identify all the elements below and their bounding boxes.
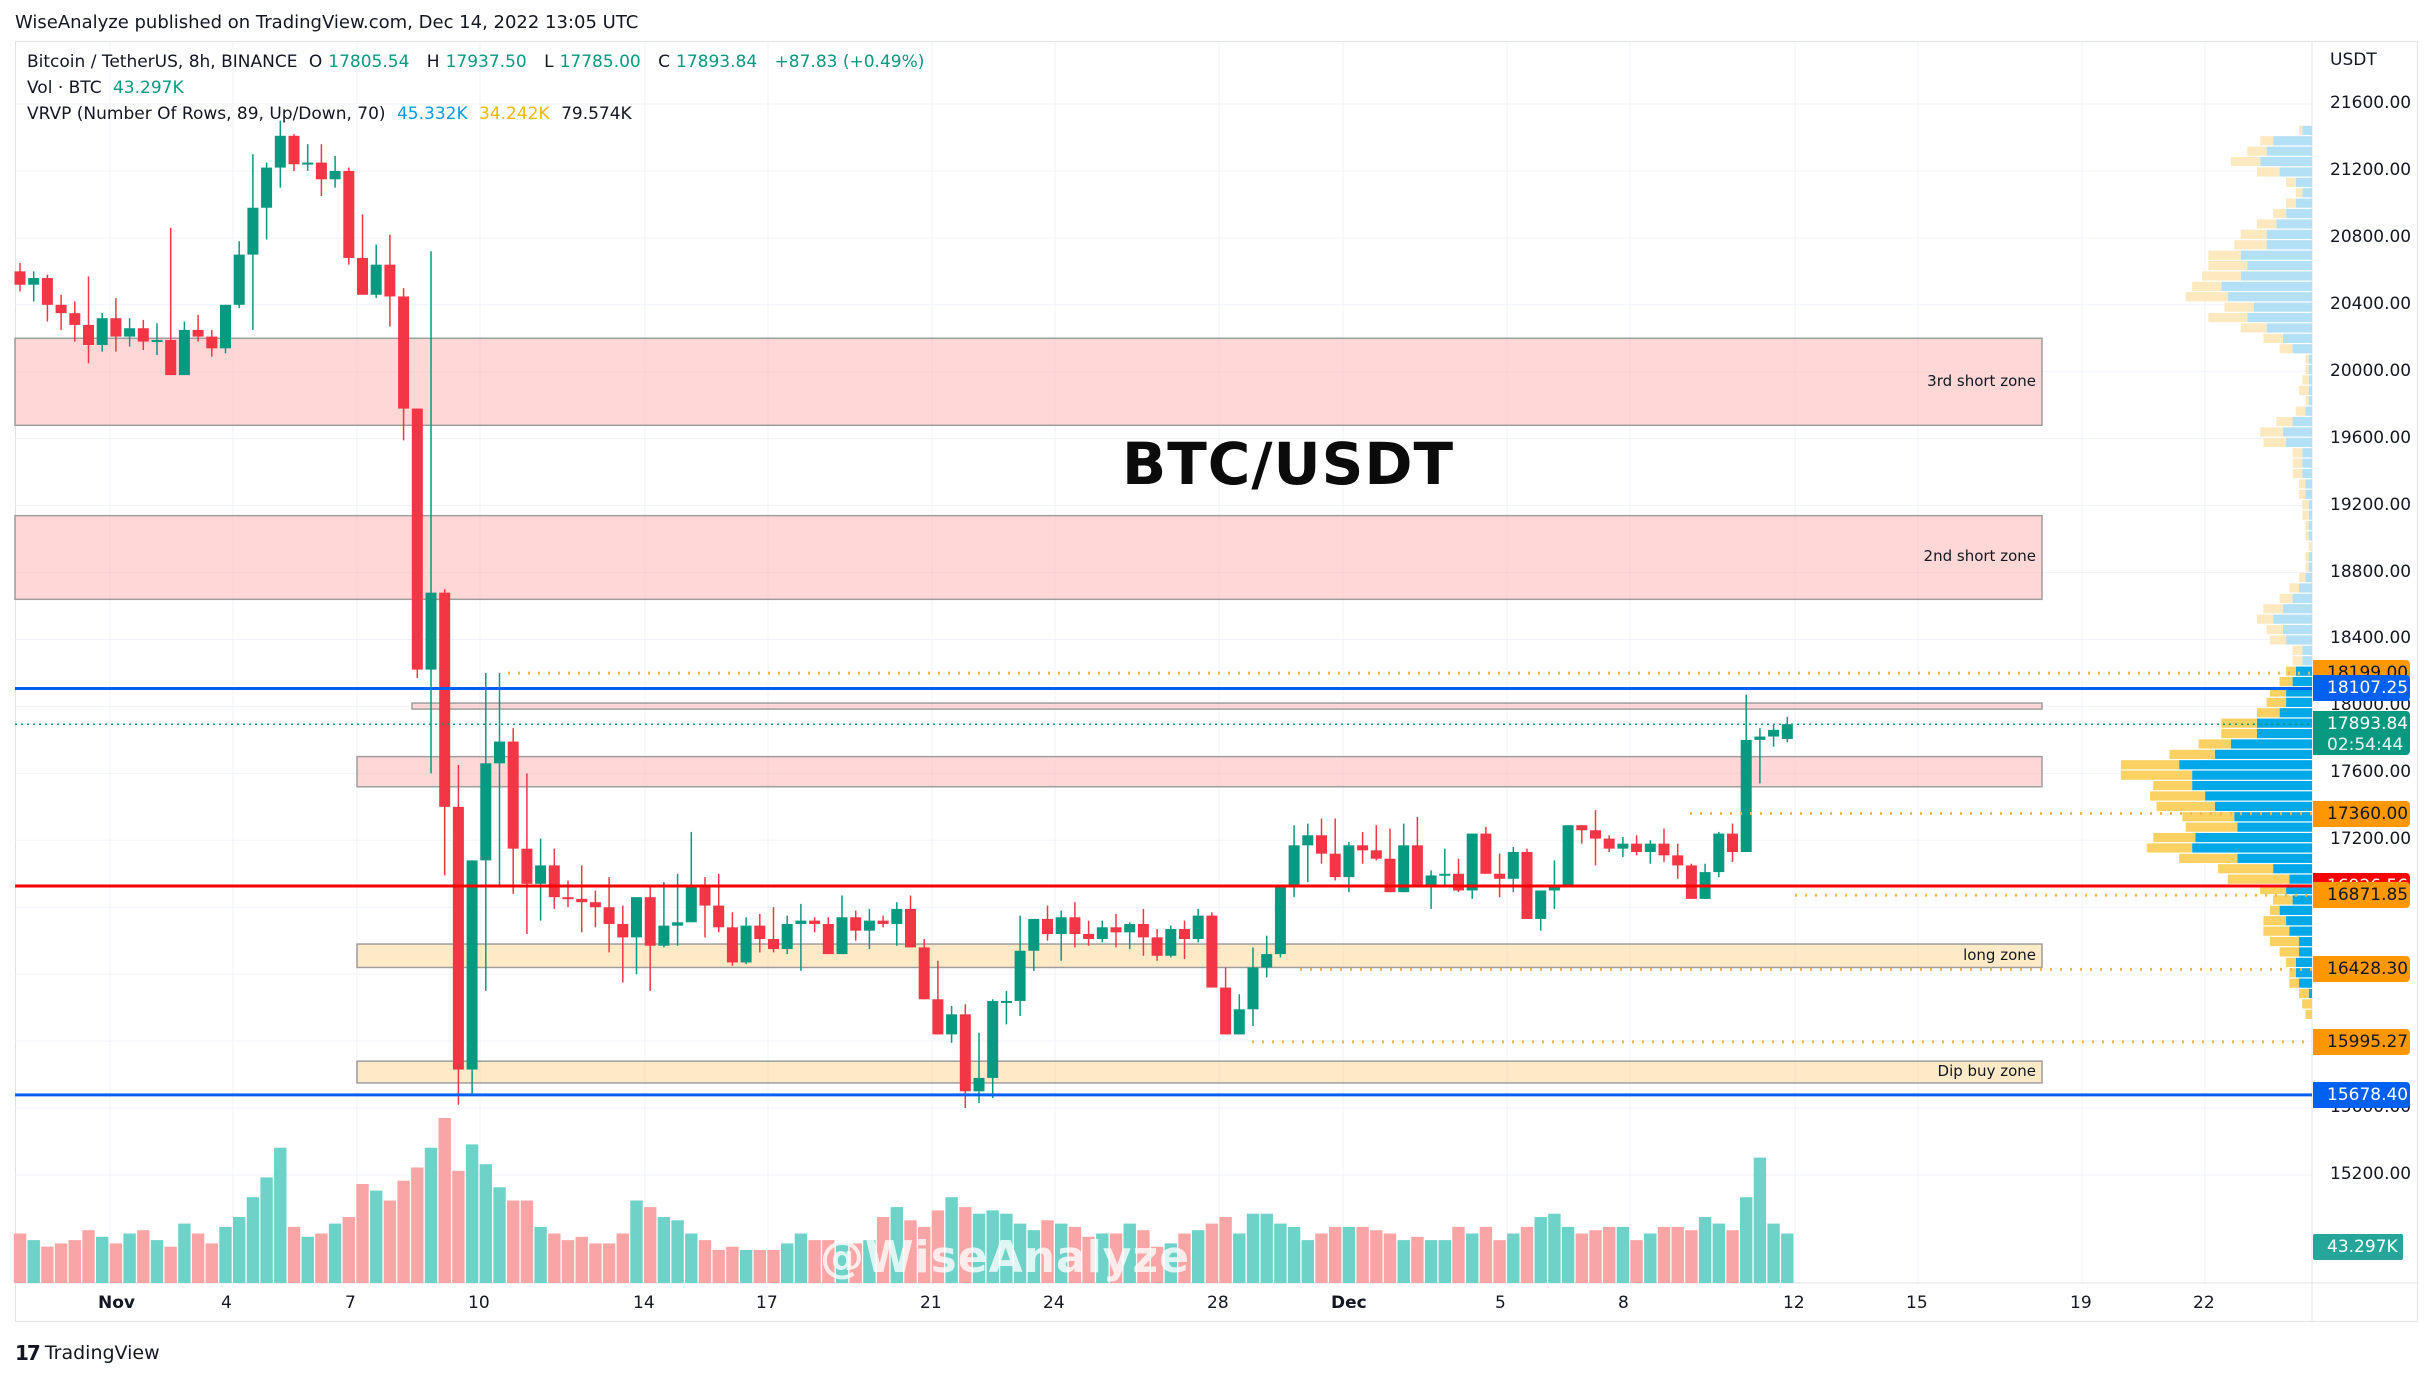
price-tag: 16871.85 xyxy=(2313,882,2410,909)
price-tick: 20800.00 xyxy=(2330,226,2412,247)
volume-legend[interactable]: Vol · BTC 43.297K xyxy=(27,78,190,98)
price-tag: 15678.40 xyxy=(2313,1081,2410,1108)
tradingview-branding[interactable]: 17 TradingView xyxy=(15,1341,160,1365)
time-tick: 22 xyxy=(2193,1293,2215,1313)
time-tick: 7 xyxy=(345,1293,356,1313)
volume-tag: 43.297K xyxy=(2313,1234,2403,1260)
publish-info: WiseAnalyze published on TradingView.com… xyxy=(15,12,639,33)
symbol-legend[interactable]: Bitcoin / TetherUS, 8h, BINANCE O 17805.5… xyxy=(27,52,925,72)
high-value: 17937.50 xyxy=(445,52,527,72)
zone-box[interactable] xyxy=(14,337,2043,427)
time-tick: 19 xyxy=(2070,1293,2092,1313)
close-value: 17893.84 xyxy=(676,52,758,72)
volume-bars xyxy=(13,1118,1794,1283)
price-tick: 21200.00 xyxy=(2330,159,2412,180)
low-value: 17785.00 xyxy=(559,52,641,72)
candlesticks xyxy=(14,120,1793,1109)
price-tick: 18400.00 xyxy=(2330,628,2412,649)
time-tick: 28 xyxy=(1207,1293,1229,1313)
vrvp-total-value: 79.574K xyxy=(561,104,632,124)
time-tick: Dec xyxy=(1331,1293,1367,1313)
price-tag: 18107.25 xyxy=(2313,675,2410,702)
price-axis-currency: USDT xyxy=(2330,50,2377,70)
zone-box[interactable] xyxy=(14,514,2043,601)
vrvp-up-value: 45.332K xyxy=(396,104,468,124)
zone-label: 3rd short zone xyxy=(1927,371,2036,390)
zone-box[interactable] xyxy=(356,943,2043,969)
chart-title: BTC/USDT xyxy=(1122,430,1455,498)
price-tick: 21600.00 xyxy=(2330,93,2412,113)
price-tick: 20400.00 xyxy=(2330,293,2412,314)
volume-value: 43.297K xyxy=(112,78,184,98)
zone-box[interactable] xyxy=(356,1060,2043,1084)
price-tick: 19200.00 xyxy=(2330,494,2412,515)
price-tick: 19600.00 xyxy=(2330,427,2412,448)
time-tick: 12 xyxy=(1783,1293,1805,1313)
price-tick: 15200.00 xyxy=(2330,1163,2412,1184)
time-tick: 17 xyxy=(756,1293,778,1313)
open-value: 17805.54 xyxy=(328,52,410,72)
time-tick: 8 xyxy=(1618,1293,1629,1313)
tradingview-wordmark: TradingView xyxy=(44,1342,160,1364)
time-tick: 15 xyxy=(1906,1293,1928,1313)
time-tick: 5 xyxy=(1495,1293,1506,1313)
volume-label: Vol · BTC xyxy=(27,78,102,98)
vrvp-down-value: 34.242K xyxy=(479,104,550,124)
price-tick: 17600.00 xyxy=(2330,762,2412,783)
price-tag: 17893.84 02:54:44 xyxy=(2313,711,2410,756)
time-tick: Nov xyxy=(98,1293,135,1313)
zone-box[interactable] xyxy=(411,702,2043,710)
price-tick: 17200.00 xyxy=(2330,829,2412,850)
time-tick: 10 xyxy=(468,1293,490,1313)
zone-box[interactable] xyxy=(356,755,2043,788)
vrvp-label: VRVP (Number Of Rows, 89, Up/Down, 70) xyxy=(27,104,386,124)
vrvp-legend[interactable]: VRVP (Number Of Rows, 89, Up/Down, 70) 4… xyxy=(27,104,638,124)
change-value: +87.83 (+0.49%) xyxy=(774,52,925,72)
time-tick: 14 xyxy=(633,1293,655,1313)
price-tick: 20000.00 xyxy=(2330,360,2412,381)
price-tag: 16428.30 xyxy=(2313,956,2410,983)
time-tick: 21 xyxy=(920,1293,942,1313)
tradingview-logo-icon: 17 xyxy=(15,1341,41,1365)
volume-profile xyxy=(2120,125,2312,1019)
watermark: @WiseAnalyze xyxy=(820,1232,1190,1283)
time-tick: 24 xyxy=(1043,1293,1065,1313)
grid xyxy=(15,42,2418,1321)
countdown: 02:54:44 xyxy=(2327,735,2404,756)
zone-label: long zone xyxy=(1963,945,2036,964)
zone-label: Dip buy zone xyxy=(1937,1062,2036,1081)
symbol-name: Bitcoin / TetherUS, 8h, BINANCE xyxy=(27,52,298,72)
zone-label: 2nd short zone xyxy=(1923,547,2036,566)
price-tag: 17360.00 xyxy=(2313,800,2410,827)
price-tag: 15995.27 xyxy=(2313,1028,2410,1055)
time-tick: 4 xyxy=(221,1293,232,1313)
price-tick: 18800.00 xyxy=(2330,561,2412,582)
